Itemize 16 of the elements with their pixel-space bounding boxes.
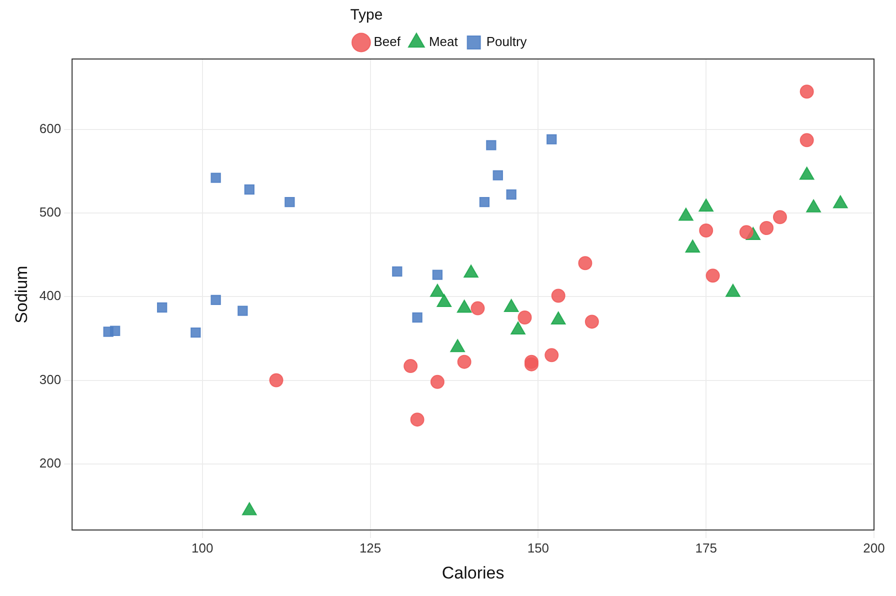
x-axis-title: Calories bbox=[442, 563, 504, 582]
x-tick-label: 150 bbox=[527, 540, 550, 556]
y-axis-title: Sodium bbox=[12, 266, 31, 324]
x-tick-label: 125 bbox=[359, 540, 382, 556]
y-tick-label: 200 bbox=[39, 455, 62, 470]
y-tick-label: 300 bbox=[39, 372, 62, 387]
legend-title: Type bbox=[350, 6, 383, 24]
legend-label: Meat bbox=[428, 34, 458, 50]
y-tick-label: 400 bbox=[39, 288, 62, 304]
x-tick-label: 100 bbox=[192, 540, 214, 556]
x-tick-label: 175 bbox=[695, 540, 717, 556]
y-tick-label: 500 bbox=[39, 204, 62, 220]
legend-label: Beef bbox=[374, 34, 401, 50]
x-tick-label: 200 bbox=[863, 540, 885, 556]
legend-label: Poultry bbox=[486, 34, 528, 50]
y-tick-label: 600 bbox=[39, 120, 62, 136]
